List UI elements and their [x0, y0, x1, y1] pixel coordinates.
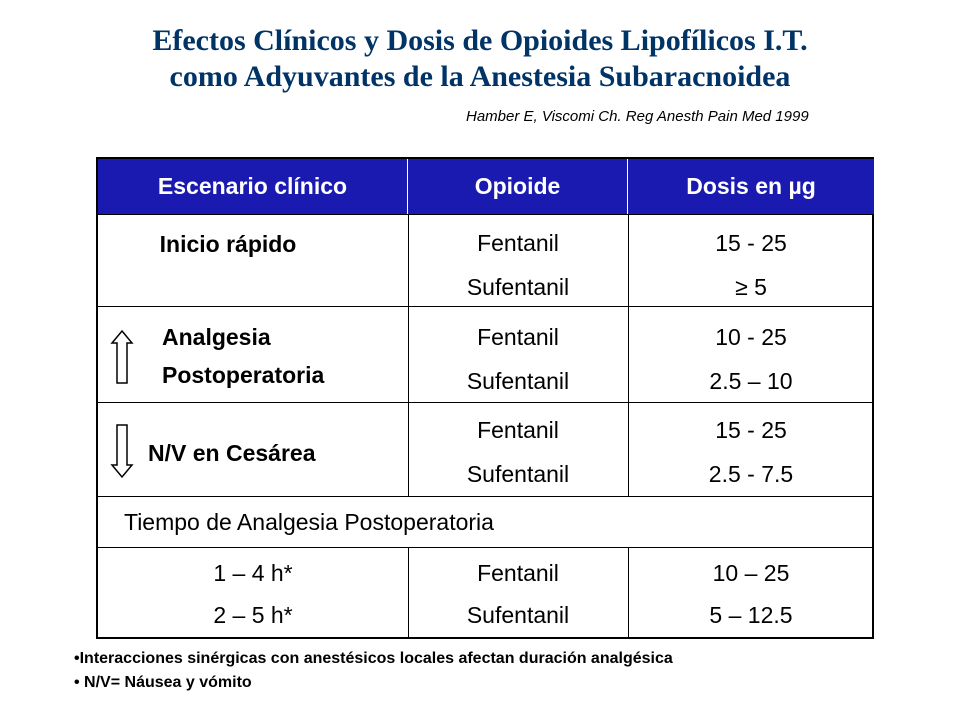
scenario-cell: Inicio rápido — [159, 231, 297, 257]
dose-cell: 15 - 25 — [715, 417, 787, 443]
opioid-cell: Fentanil — [477, 417, 559, 443]
row-divider — [98, 214, 874, 215]
scenario-cell: N/V en Cesárea — [148, 440, 316, 466]
time-cell: 1 – 4 h* — [213, 560, 293, 586]
dose-cell: 2.5 - 7.5 — [708, 461, 794, 487]
column-divider — [628, 547, 629, 637]
slide-title-line-2: como Adyuvantes de la Anestesia Subaracn… — [169, 60, 791, 93]
time-cell: 2 – 5 h* — [213, 602, 293, 628]
up-arrow-icon — [110, 329, 134, 384]
dose-cell: 10 - 25 — [715, 324, 787, 350]
opioid-cell: Fentanil — [477, 560, 559, 586]
header-dosis: Dosis en µg — [628, 159, 874, 214]
opioid-cell: Sufentanil — [466, 602, 570, 628]
opioid-cell: Fentanil — [477, 230, 559, 256]
footnote: •Interacciones sinérgicas con anestésico… — [74, 650, 673, 667]
slide-title-line-1: Efectos Clínicos y Dosis de Opioides Lip… — [152, 24, 808, 57]
scenario-cell: Postoperatoria — [162, 362, 325, 388]
scenario-cell: Analgesia — [162, 324, 271, 350]
row-divider — [98, 402, 874, 403]
opioid-cell: Sufentanil — [466, 461, 570, 487]
dose-cell: 10 – 25 — [712, 560, 790, 586]
header-opioide: Opioide — [408, 159, 628, 214]
column-divider — [408, 214, 409, 496]
dosage-table: Escenario clínico Opioide Dosis en µg In… — [96, 157, 874, 639]
row-divider — [98, 306, 874, 307]
column-divider — [628, 214, 629, 496]
dose-cell: 5 – 12.5 — [709, 602, 793, 628]
opioid-cell: Fentanil — [477, 324, 559, 350]
citation: Hamber E, Viscomi Ch. Reg Anesth Pain Me… — [466, 108, 809, 125]
footnote: • N/V= Náusea y vómito — [74, 674, 252, 691]
header-escenario: Escenario clínico — [98, 159, 408, 214]
down-arrow-icon — [110, 424, 134, 479]
dose-cell: 2.5 – 10 — [709, 368, 793, 394]
opioid-cell: Sufentanil — [466, 274, 570, 300]
dose-cell: ≥ 5 — [735, 274, 767, 300]
dose-cell: 15 - 25 — [715, 230, 787, 256]
section-title: Tiempo de Analgesia Postoperatoria — [124, 509, 494, 535]
column-divider — [408, 547, 409, 637]
opioid-cell: Sufentanil — [466, 368, 570, 394]
row-divider — [98, 496, 874, 497]
row-divider — [98, 547, 874, 548]
